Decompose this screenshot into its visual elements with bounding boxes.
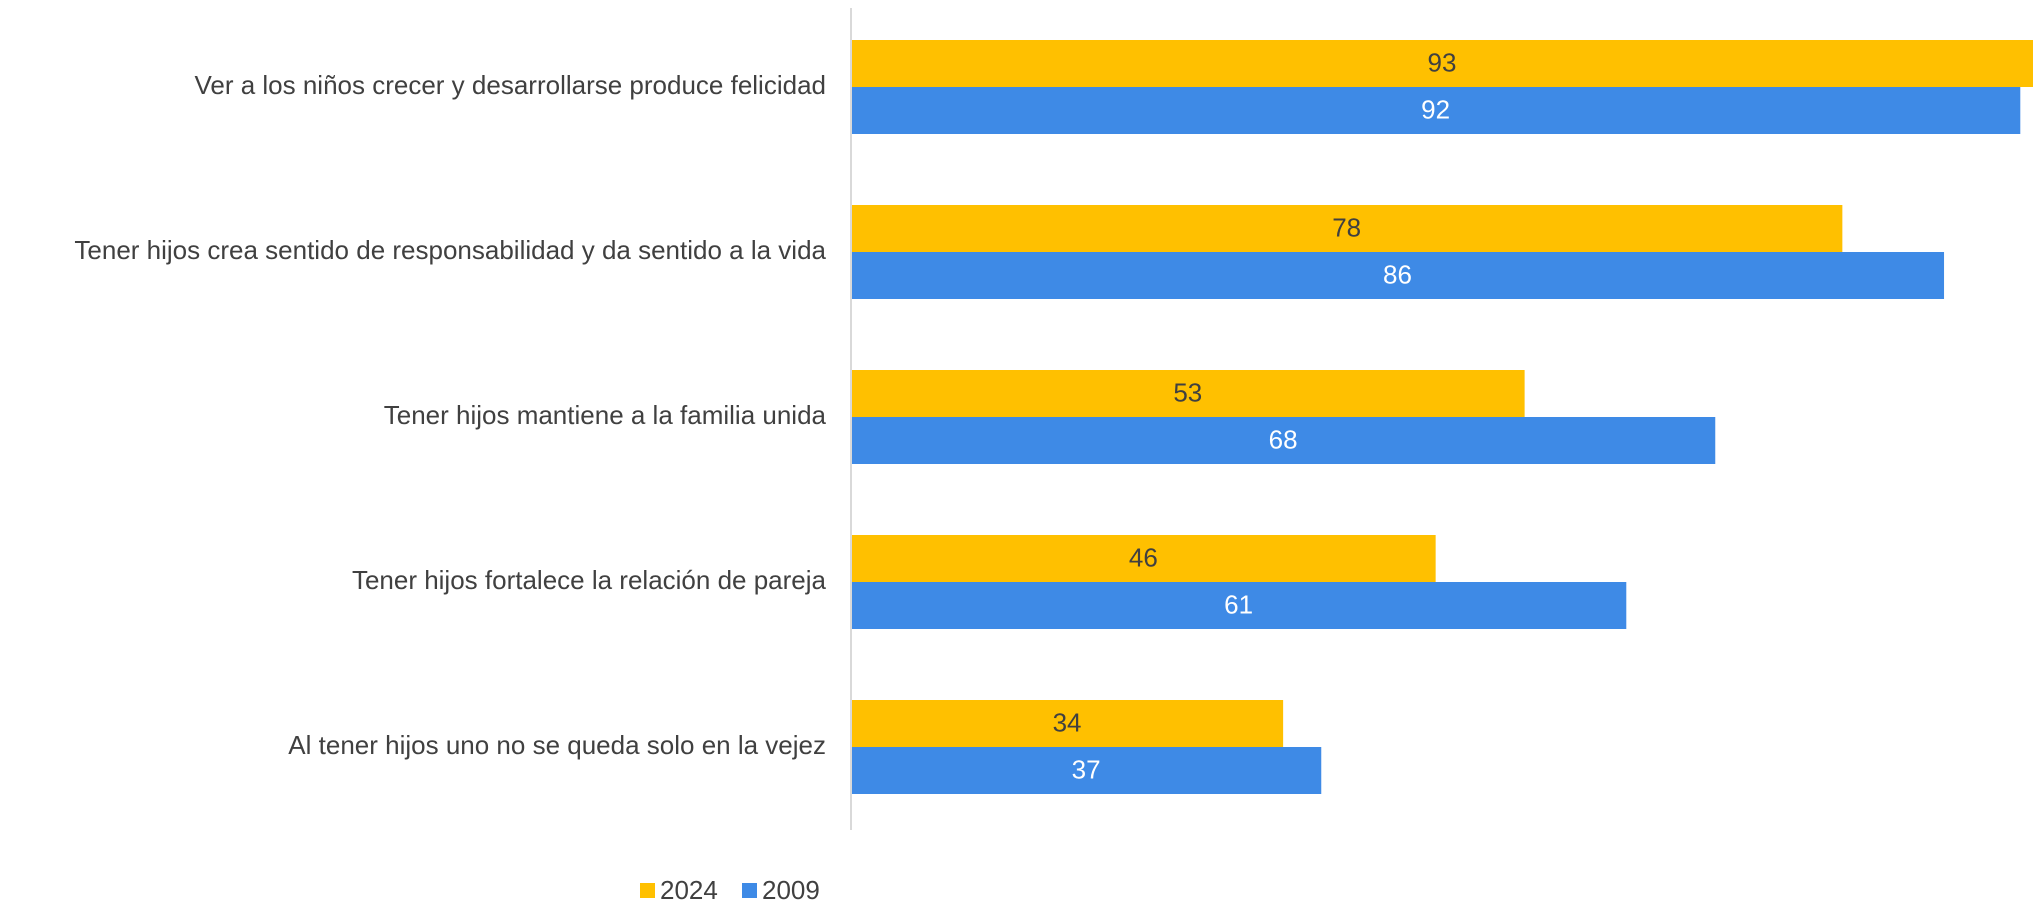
legend: 2024 2009 [640, 875, 820, 905]
data-label-2009-1: 86 [1383, 259, 1412, 289]
category-label: Tener hijos fortalece la relación de par… [352, 565, 827, 595]
bar-2009-0 [852, 87, 2021, 134]
bar-2009-3 [852, 582, 1627, 629]
bar-2024-2 [852, 370, 1525, 417]
data-label-2024-2: 53 [1173, 377, 1202, 407]
category-label: Tener hijos mantiene a la familia unida [384, 400, 827, 430]
data-label-2024-3: 46 [1129, 542, 1158, 572]
data-label-2024-1: 78 [1332, 212, 1361, 242]
bar-2009-4 [852, 747, 1322, 794]
legend-label-2024: 2024 [660, 875, 718, 905]
category-label: Tener hijos crea sentido de responsabili… [74, 235, 826, 265]
category-labels: Ver a los niños crecer y desarrollarse p… [74, 70, 826, 760]
data-label-2024-4: 34 [1053, 707, 1082, 737]
legend-swatch-2009 [742, 883, 757, 898]
data-label-2009-4: 37 [1072, 754, 1101, 784]
data-label-2009-0: 92 [1421, 94, 1450, 124]
bar-2009-2 [852, 417, 1716, 464]
category-label: Ver a los niños crecer y desarrollarse p… [194, 70, 826, 100]
data-label-2024-0: 93 [1428, 47, 1457, 77]
data-label-2009-2: 68 [1269, 424, 1298, 454]
bar-2024-4 [852, 700, 1284, 747]
legend-label-2009: 2009 [762, 875, 820, 905]
data-label-2009-3: 61 [1224, 589, 1253, 619]
bar-2024-0 [852, 40, 2033, 87]
bars: 93 92 78 86 53 68 46 61 34 37 [852, 40, 2033, 794]
bar-2024-3 [852, 535, 1436, 582]
bar-2024-1 [852, 205, 1843, 252]
legend-swatch-2024 [640, 883, 655, 898]
bar-2009-1 [852, 252, 1945, 299]
category-label: Al tener hijos uno no se queda solo en l… [288, 730, 826, 760]
